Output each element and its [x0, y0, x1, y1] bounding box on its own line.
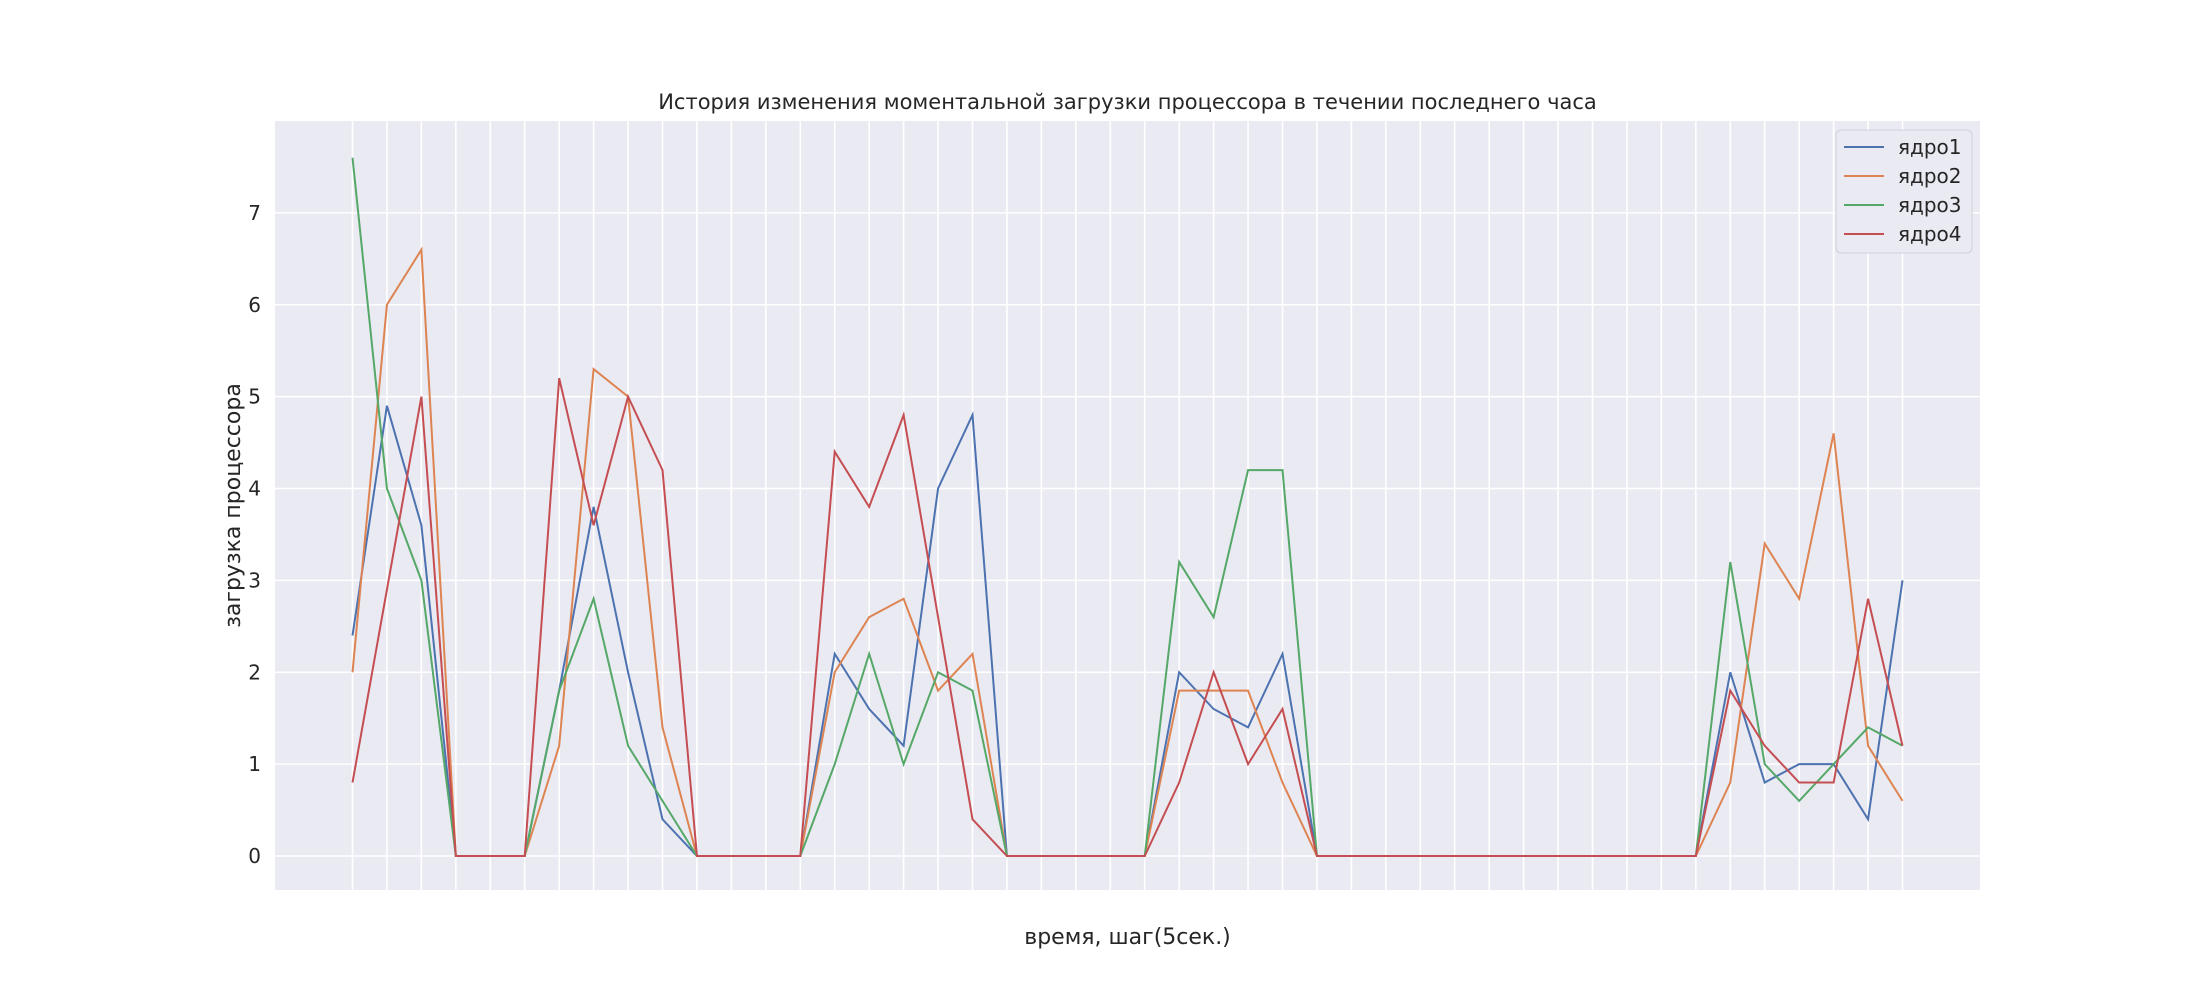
chart-title: История изменения моментальной загрузки …: [658, 90, 1597, 114]
y-tick-label: 6: [248, 293, 261, 317]
y-tick-label: 1: [248, 752, 261, 776]
y-tick-label: 3: [248, 568, 261, 592]
legend-label: ядро4: [1898, 222, 1962, 246]
y-tick-label: 0: [248, 844, 261, 868]
y-tick-label: 7: [248, 201, 261, 225]
legend-label: ядро3: [1898, 193, 1962, 217]
y-axis-ticks: 0 1 2 3 4 5 6 7: [248, 201, 261, 868]
x-axis-label: время, шаг(5сек.): [1024, 925, 1231, 950]
y-tick-label: 4: [248, 477, 261, 501]
series-lines: [351, 157, 1904, 858]
legend-label: ядро1: [1898, 135, 1962, 159]
legend-label: ядро2: [1898, 164, 1962, 188]
y-tick-label: 2: [248, 660, 261, 684]
series-line-ядро4: [351, 378, 1904, 858]
legend-frame: [1835, 129, 1973, 254]
y-axis-label: загрузка процессора: [221, 383, 246, 628]
y-tick-label: 5: [248, 385, 261, 409]
legend: ядро1 ядро2 ядро3 ядро4: [1835, 129, 1973, 254]
